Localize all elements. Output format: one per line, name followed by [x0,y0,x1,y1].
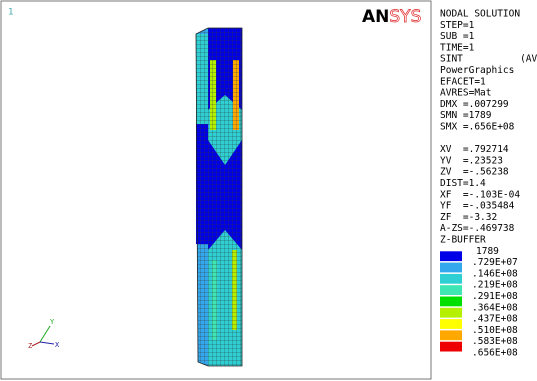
info-line: SMX =.656E+08 [440,122,515,133]
legend-swatch [440,251,462,261]
legend-label: .364E+08 [472,302,518,313]
legend-label: .729E+07 [472,257,518,268]
logo-bold: AN [362,7,389,27]
view-line: Z-BUFFER [440,235,486,246]
beam-model [196,28,242,366]
triad-z: Z [28,342,32,350]
info-line: SMN =1789 [440,110,492,121]
ansys-window: 1 ANSYS Y X Z NODAL SOLUTIONSTEP=1SUB =1… [0,0,537,381]
legend-min-label: 1789 [476,246,499,257]
legend-swatch [440,274,462,284]
legend-swatch [440,319,462,329]
logo-outline: SYS [389,7,421,27]
view-line: A-ZS=-.469738 [440,223,515,234]
window-number: 1 [8,8,13,18]
legend-label: .219E+08 [472,280,518,291]
view-line: XV =.792714 [440,144,509,155]
legend-label: .510E+08 [472,325,518,336]
legend-label: .656E+08 [472,348,518,359]
info-line: AVRES=Mat [440,88,491,99]
view-line: YF =-.035484 [440,201,515,212]
info-line: PowerGraphics [440,65,514,76]
legend-swatch [440,263,462,273]
legend-swatch [440,297,462,307]
info-line: TIME=1 [440,42,475,53]
view-line: XF =-.103E-04 [440,189,520,200]
logo: ANSYS [362,7,421,27]
info-line: DMX =.007299 [440,99,509,110]
info-line: SUB =1 [440,31,475,42]
view-line: YV =.23523 [440,155,503,166]
info-line: STEP=1 [440,20,475,31]
info-line: NODAL SOLUTION [440,9,520,20]
legend-swatch [440,308,462,318]
legend-swatch [440,342,462,352]
info-line: EFACET=1 [440,76,486,87]
legend-label: .291E+08 [472,291,518,302]
legend-swatch [440,285,462,295]
view-line: DIST=1.4 [440,178,486,189]
view-line: ZV =-.56238 [440,167,509,178]
legend-label: .437E+08 [472,314,518,325]
legend-label: .146E+08 [472,268,518,279]
view-line: ZF =-3.32 [440,212,497,223]
info-line: SINT (AVG) [440,54,537,65]
legend-swatch [440,330,462,340]
legend-label: .583E+08 [472,336,518,347]
